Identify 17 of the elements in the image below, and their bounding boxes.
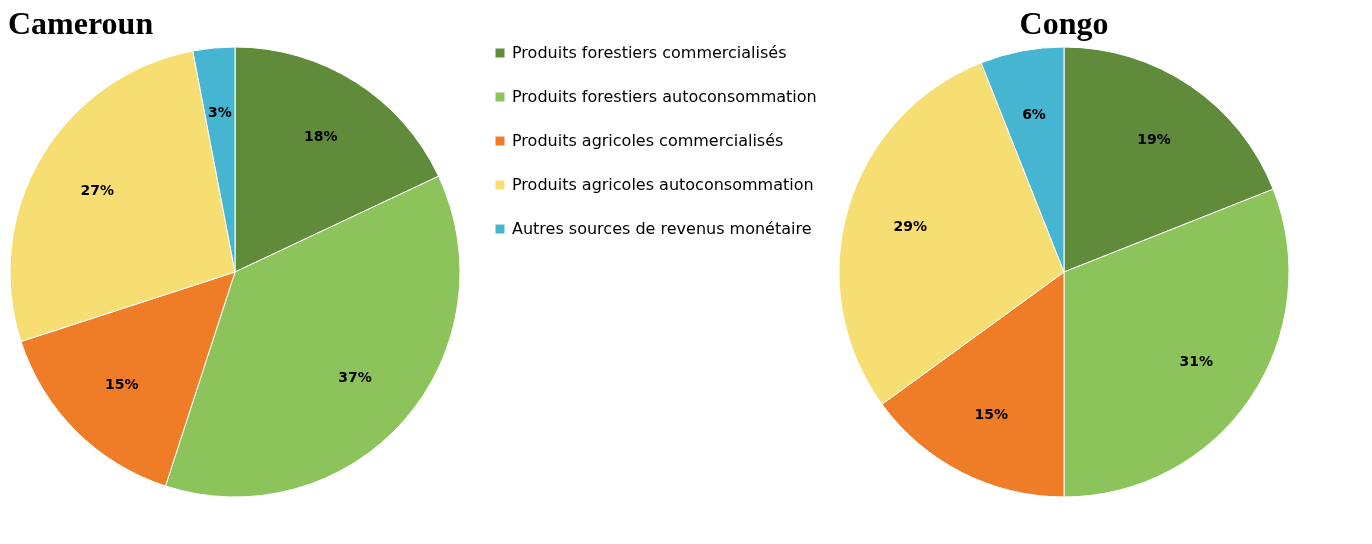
chart-title: Cameroun xyxy=(8,5,154,41)
legend-label: Produits agricoles autoconsommation xyxy=(512,175,814,194)
legend-label: Produits forestiers autoconsommation xyxy=(512,87,817,106)
legend-label: Produits agricoles commercialisés xyxy=(512,131,784,150)
data-label: 18% xyxy=(303,127,338,144)
data-label: 37% xyxy=(338,368,372,385)
data-label: 6% xyxy=(1022,105,1046,122)
data-label: 27% xyxy=(80,181,115,198)
data-label: 31% xyxy=(1179,352,1214,369)
data-label: 19% xyxy=(1137,130,1171,147)
data-label: 3% xyxy=(208,103,232,120)
data-label: 15% xyxy=(974,405,1009,422)
data-label: 15% xyxy=(105,376,139,393)
chart-title: Congo xyxy=(1019,5,1109,41)
data-label: 29% xyxy=(893,218,928,235)
legend-label: Produits forestiers commercialisés xyxy=(512,43,787,62)
legend-label: Autres sources de revenus monétaire xyxy=(512,219,812,238)
